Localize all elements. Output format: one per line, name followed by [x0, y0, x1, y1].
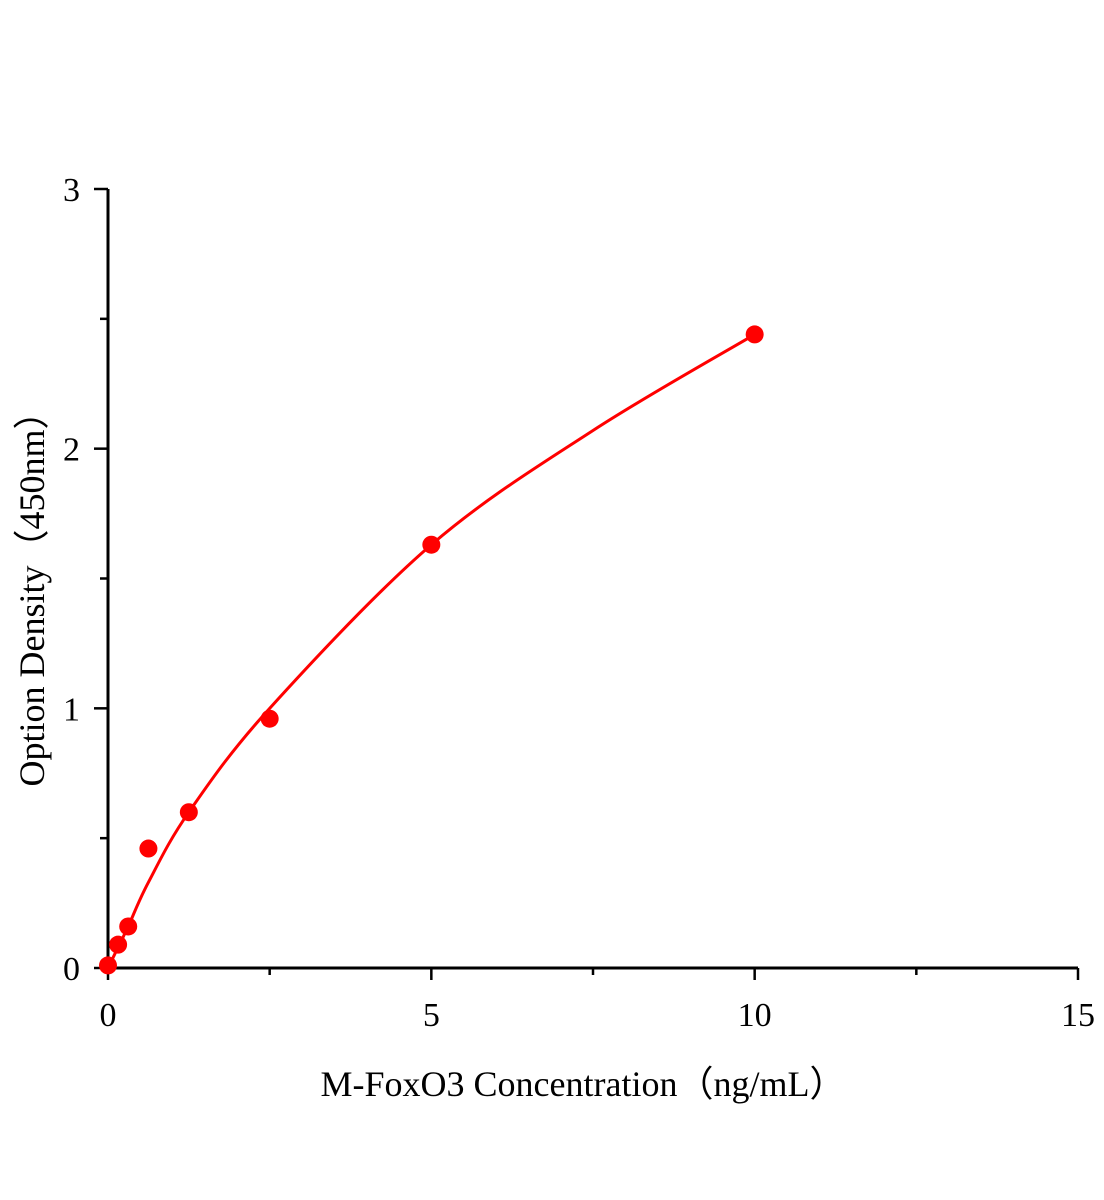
y-tick-label: 1	[63, 691, 80, 728]
y-tick-label: 3	[63, 172, 80, 209]
data-point	[99, 956, 117, 975]
data-point	[109, 935, 128, 954]
data-point	[745, 325, 764, 344]
x-axis-label: M-FoxO3 Concentration（ng/mL）	[321, 1064, 846, 1104]
fit-curve	[106, 333, 756, 969]
data-point	[119, 917, 138, 936]
y-tick-label: 0	[63, 951, 80, 988]
x-tick-label: 15	[1061, 997, 1095, 1034]
data-points	[99, 325, 764, 975]
data-point	[260, 709, 279, 728]
x-tick-label: 10	[738, 997, 772, 1034]
y-tick-label: 2	[63, 432, 80, 469]
x-tick-label: 0	[100, 997, 117, 1034]
data-point	[422, 535, 441, 554]
y-axis-label: Option Density（450nm）	[12, 394, 52, 787]
x-tick-label: 5	[423, 997, 440, 1034]
axes: 0 5 10 15 0 1 2 3	[63, 172, 1095, 1034]
data-point	[139, 839, 158, 858]
data-point	[179, 803, 198, 822]
